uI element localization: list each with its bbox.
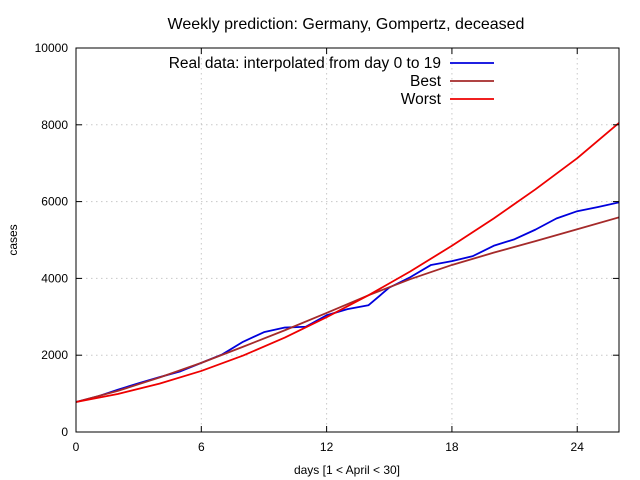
legend-label-real-data: Real data: interpolated from day 0 to 19 xyxy=(169,55,441,72)
y-tick-label: 6000 xyxy=(41,195,68,209)
y-tick-label: 8000 xyxy=(41,118,68,132)
x-axis-label: days [1 < April < 30] xyxy=(294,463,400,477)
series-line-real-data xyxy=(76,201,619,403)
x-tick-label: 24 xyxy=(571,440,585,454)
grid xyxy=(76,48,619,432)
y-tick-label: 4000 xyxy=(41,271,68,285)
series-line-best xyxy=(76,216,619,403)
y-tick-label: 2000 xyxy=(41,348,68,362)
chart-title: Weekly prediction: Germany, Gompertz, de… xyxy=(168,16,525,33)
x-tick-label: 0 xyxy=(73,440,80,454)
legend: Real data: interpolated from day 0 to 19… xyxy=(169,55,494,108)
legend-label-best: Best xyxy=(410,73,442,90)
y-tick-label: 10000 xyxy=(35,41,69,55)
x-tick-label: 6 xyxy=(198,440,205,454)
y-tick-label: 0 xyxy=(61,425,68,439)
x-tick-label: 12 xyxy=(320,440,334,454)
plot-frame xyxy=(75,47,620,433)
ticks: 0 6 12 18 24 0 2000 4000 6000 8000 10000 xyxy=(35,41,619,454)
series-layer xyxy=(76,122,619,403)
series-line-worst xyxy=(76,122,619,403)
y-axis-label: cases xyxy=(6,224,20,255)
x-tick-label: 18 xyxy=(445,440,459,454)
legend-label-worst: Worst xyxy=(401,91,442,108)
